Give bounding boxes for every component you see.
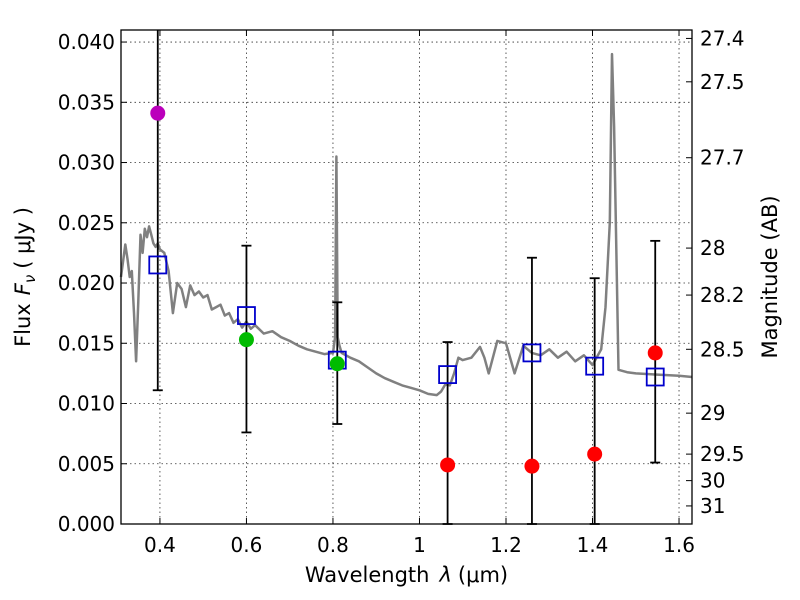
observed-flux-point [150, 105, 166, 121]
x-tick-label: 0.8 [317, 533, 349, 557]
y-tick-label: 0.025 [58, 211, 115, 235]
x-axis-label: Wavelength [305, 563, 430, 587]
observed-flux-point [524, 458, 540, 474]
y-axis-symbol: F [11, 282, 35, 295]
y-tick-label: 0.005 [58, 452, 115, 476]
right-tick-label: 27.4 [700, 26, 745, 50]
errorbar-layer [152, 30, 661, 525]
x-tick-label: 1.4 [577, 533, 609, 557]
x-axis-symbol: λ [438, 563, 451, 587]
y-tick-label: 0.020 [58, 271, 115, 295]
x-tick-label: 0.6 [231, 533, 263, 557]
marker-layer [148, 105, 665, 474]
right-tick-label: 31 [700, 494, 725, 518]
right-tick-label: 29.5 [700, 442, 745, 466]
observed-flux-point [329, 356, 345, 372]
spectrum-layer [119, 52, 693, 397]
y-tick-label: 0.040 [58, 30, 115, 54]
right-tick-label: 27.7 [700, 146, 745, 170]
y-tick-label: 0.000 [58, 512, 115, 536]
model-photometry-square [148, 255, 168, 275]
model-photometry-square [237, 306, 256, 325]
right-axis-title: Magnitude (AB) [758, 195, 782, 358]
x-tick-label: 0.4 [144, 533, 176, 557]
model-photometry-square [522, 343, 542, 363]
y-axis-label: Flux [11, 303, 35, 347]
y-tick-label: 0.030 [58, 151, 115, 175]
observed-flux-point [440, 457, 456, 473]
tick-layer: 0.4 0.6 0.8 1 1.2 1.4 1.6 0.000 0.005 0.010 0.015 0… [58, 26, 745, 557]
y-axis-title: Flux Fν ( μJy ) [11, 207, 39, 347]
y-tick-label: 0.010 [58, 392, 115, 416]
right-tick-label: 27.5 [700, 70, 745, 94]
x-tick-label: 1.6 [663, 533, 695, 557]
model-photometry-square [645, 367, 665, 387]
spectrum-line [119, 52, 693, 397]
observed-flux-point [587, 446, 603, 462]
x-tick-label: 1 [413, 533, 426, 557]
x-axis-unit: (μm) [458, 563, 508, 587]
right-tick-label: 28.2 [700, 283, 745, 307]
x-tick-label: 1.2 [490, 533, 522, 557]
observed-flux-point [238, 332, 254, 348]
right-tick-label: 30 [700, 469, 725, 493]
right-tick-label: 28.5 [700, 337, 745, 361]
y-tick-label: 0.035 [58, 90, 115, 114]
right-tick-label: 29 [700, 401, 725, 425]
model-photometry-square [585, 356, 605, 376]
x-axis-title: Wavelength λ (μm) [305, 563, 508, 587]
y-tick-label: 0.015 [58, 331, 115, 355]
observed-flux-point [647, 345, 663, 361]
model-photometry-square [438, 365, 457, 384]
right-tick-label: 28 [700, 236, 725, 260]
y-axis-subscript: ν [21, 275, 39, 283]
plot-frame [120, 29, 693, 525]
y-axis-unit: ( μJy ) [11, 207, 35, 269]
